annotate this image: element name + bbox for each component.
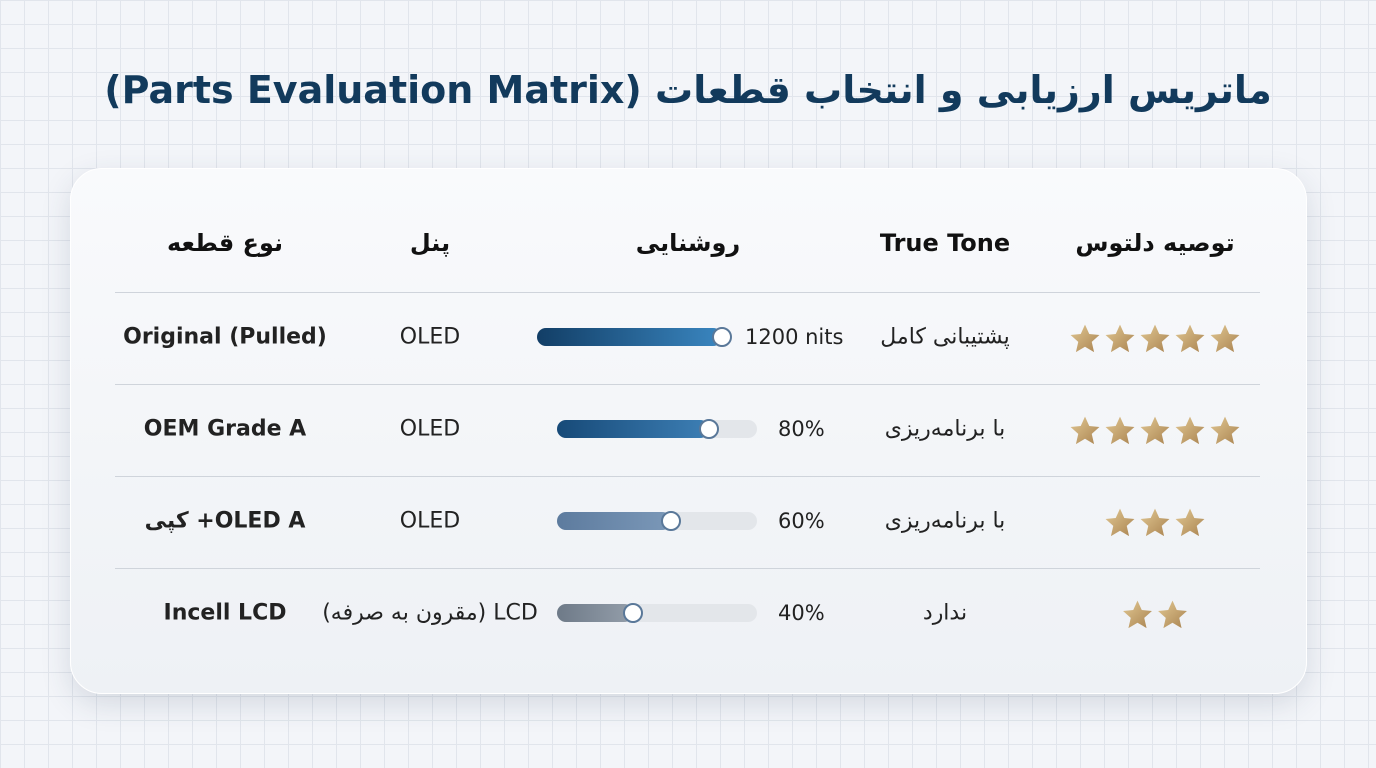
star xyxy=(1210,416,1240,445)
star-rating xyxy=(1069,323,1242,356)
column-header: روشنایی xyxy=(635,229,741,257)
brightness-label: 60% xyxy=(778,509,825,533)
brightness-fill xyxy=(537,328,722,346)
star xyxy=(1140,416,1170,445)
part-name: OLED A+ کپی xyxy=(144,508,306,534)
brightness-knob xyxy=(661,511,681,531)
star xyxy=(1070,324,1100,353)
true-tone: ندارد xyxy=(922,600,968,626)
star xyxy=(1070,416,1100,445)
panel-type: OLED xyxy=(399,508,461,534)
brightness-label: 40% xyxy=(778,601,825,625)
part-name: Original (Pulled) xyxy=(123,324,327,350)
true-tone: پشتیبانی کامل xyxy=(880,324,1010,350)
brightness-knob xyxy=(623,603,643,623)
panel-type: OLED xyxy=(399,324,461,350)
column-header: نوع قطعه xyxy=(166,229,284,257)
star xyxy=(1123,600,1152,629)
star xyxy=(1175,508,1205,537)
row-divider xyxy=(115,568,1260,569)
panel-type: LCD (مقرون به صرفه) xyxy=(322,600,538,626)
star xyxy=(1140,508,1170,537)
star xyxy=(1210,324,1240,353)
part-name: OEM Grade A xyxy=(143,416,307,442)
true-tone: با برنامه‌ریزی xyxy=(884,508,1006,534)
star xyxy=(1158,600,1187,629)
brightness-fill xyxy=(557,604,633,622)
star-rating xyxy=(1121,599,1189,632)
star-rating xyxy=(1069,415,1242,448)
star xyxy=(1105,416,1135,445)
star-rating xyxy=(1104,507,1207,540)
star xyxy=(1175,324,1205,353)
panel-type: OLED xyxy=(399,416,461,442)
star xyxy=(1105,324,1135,353)
brightness-knob xyxy=(699,419,719,439)
brightness-label: 80% xyxy=(778,417,825,441)
row-divider xyxy=(115,476,1260,477)
star xyxy=(1140,324,1170,353)
column-header: توصیه دلتوس xyxy=(1075,229,1235,257)
row-divider xyxy=(115,384,1260,385)
brightness-fill xyxy=(557,512,671,530)
column-header: True Tone xyxy=(879,229,1011,257)
title: ماتریس ارزیابی و انتخاب قطعات (Parts Eva… xyxy=(104,68,1272,112)
brightness-label: 1200 nits xyxy=(745,325,844,349)
true-tone: با برنامه‌ریزی xyxy=(884,416,1006,442)
brightness-knob xyxy=(712,327,732,347)
brightness-fill xyxy=(557,420,709,438)
row-divider xyxy=(115,292,1260,293)
part-name: Incell LCD xyxy=(163,600,287,626)
column-header: پنل xyxy=(409,229,451,257)
star xyxy=(1105,508,1135,537)
star xyxy=(1175,416,1205,445)
